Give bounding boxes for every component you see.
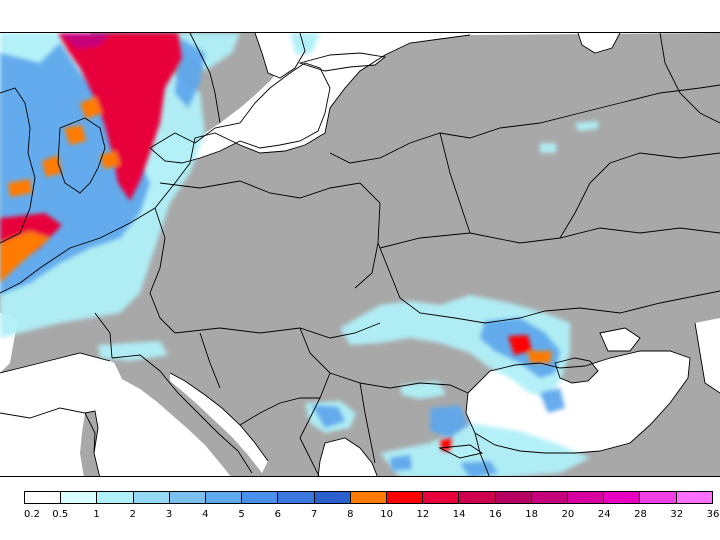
legend-tick-label: 20	[561, 509, 575, 520]
legend-tick-label: 36	[706, 509, 720, 520]
legend-tick-label: 2	[129, 509, 136, 520]
aegean-sea	[318, 438, 378, 476]
legend-tick-label: 7	[310, 509, 318, 520]
legend-tick-label: 8	[347, 509, 354, 520]
legend-tick-label: 0.2	[24, 509, 40, 520]
legend-swatch	[206, 492, 243, 503]
land-corsica-sardinia	[80, 411, 100, 476]
legend-tick-labels: 0.20.5123456781012141618202428323640	[24, 509, 719, 525]
legend-tick-label: 12	[416, 509, 430, 520]
legend-tick-label: 16	[489, 509, 502, 520]
baltic-sea	[150, 63, 330, 163]
legend-tick-label: 6	[274, 509, 282, 520]
tyrrhenian-sea	[95, 413, 150, 476]
mediterranean-sea	[0, 353, 239, 476]
legend-tick-label: 32	[670, 509, 684, 520]
borders	[0, 33, 720, 476]
caspian-sea	[695, 318, 720, 393]
legend-tick-label: 14	[452, 509, 466, 520]
legend-color-bar	[24, 491, 713, 504]
legend-swatch	[495, 492, 532, 503]
precipitation-map	[0, 32, 720, 477]
map-canvas	[0, 33, 720, 476]
legend-swatch	[676, 492, 712, 503]
sea-of-azov	[600, 328, 640, 351]
adriatic-sea	[170, 373, 268, 473]
legend-tick-label: 18	[525, 509, 539, 520]
legend-swatch	[314, 492, 351, 503]
precip-heavy	[0, 33, 552, 451]
legend-tick-label: 3	[165, 509, 173, 520]
gulf-of-bothnia	[255, 33, 305, 78]
legend-swatch	[640, 492, 677, 503]
legend-swatch	[278, 492, 315, 503]
legend-swatch	[387, 492, 424, 503]
legend-swatch	[169, 492, 207, 503]
legend-swatch	[604, 492, 641, 503]
legend-tick-label: 10	[380, 509, 393, 520]
legend-swatch	[568, 492, 605, 503]
legend-swatch	[25, 492, 62, 503]
legend-tick-label: 24	[597, 509, 611, 520]
legend-swatch	[350, 492, 388, 503]
legend-tick-label: 5	[238, 509, 245, 520]
land-italy	[112, 355, 258, 476]
legend-swatch	[97, 492, 134, 503]
legend-tick-label: 0.5	[52, 509, 69, 520]
legend-tick-label: 4	[202, 509, 209, 520]
precipitation-legend: 0.20.5123456781012141618202428323640	[24, 491, 719, 533]
legend-swatch	[459, 492, 496, 503]
legend-swatch	[242, 492, 279, 503]
legend-swatch	[423, 492, 460, 503]
white-sea	[578, 33, 620, 53]
legend-swatch	[133, 492, 170, 503]
legend-swatch	[531, 492, 569, 503]
legend-swatch	[61, 492, 98, 503]
legend-tick-label: 1	[93, 509, 100, 520]
legend-tick-label: 28	[634, 509, 647, 520]
